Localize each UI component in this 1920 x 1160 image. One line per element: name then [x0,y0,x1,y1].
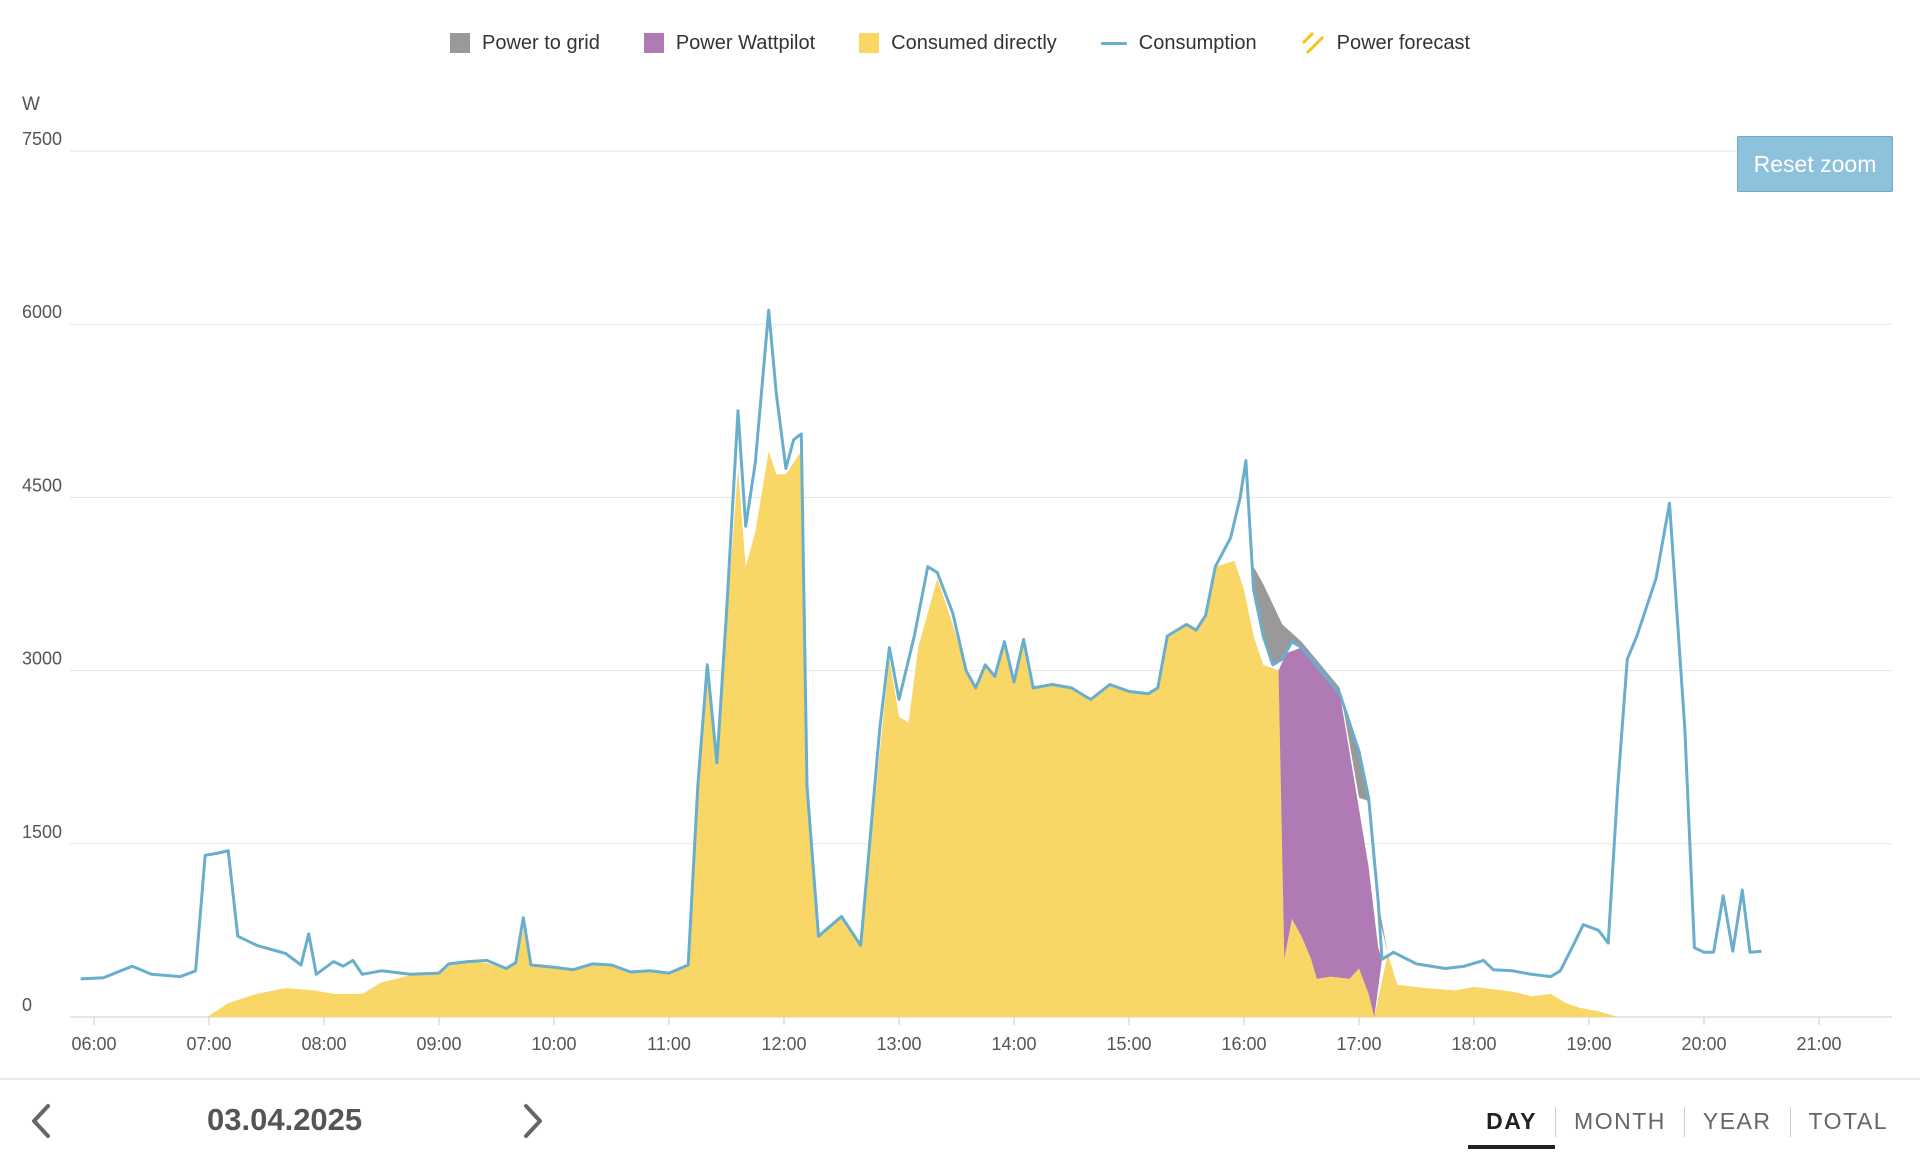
legend-label: Power Wattpilot [675,31,816,54]
area-consumed-directly [207,451,1618,1017]
tab-day[interactable]: DAY [1468,1102,1555,1149]
legend-item-consumed-directly[interactable]: Consumed directly [859,32,1057,55]
legend-item-power-forecast[interactable]: Power forecast [1301,31,1470,55]
tab-separator [1555,1106,1557,1137]
reset-zoom-button[interactable]: Reset zoom [1737,136,1893,192]
x-tick-label: 15:00 [1106,1034,1151,1054]
area-power-to-grid [1253,566,1388,954]
date-navigation-bar: 03.04.2025 DAY MONTH YEAR TOTAL [0,1080,1920,1160]
legend-item-power-wattpilot[interactable]: Power Wattpilot [643,31,816,55]
x-tick-label: 10:00 [531,1034,576,1054]
tab-separator [1683,1106,1685,1137]
current-date[interactable]: 03.04.2025 [207,1102,363,1137]
legend-item-power-to-grid[interactable]: Power to grid [449,31,600,55]
x-tick-label: 09:00 [416,1034,461,1054]
x-tick-label: 08:00 [301,1034,346,1054]
legend-swatch [643,33,664,53]
chart-legend: Power to grid Power Wattpilot Consumed dir… [0,26,1920,60]
y-tick-label: 4500 [22,475,62,495]
legend-label: Consumption [1138,31,1257,54]
x-tick-label: 18:00 [1451,1034,1496,1054]
legend-item-consumption[interactable]: Consumption [1100,31,1257,55]
tab-month[interactable]: MONTH [1574,1108,1666,1134]
chevron-right-icon[interactable] [518,1102,548,1140]
footer-divider [0,1078,1920,1080]
y-tick-label: 6000 [22,302,62,322]
chart-axes: 0 1500 3000 4500 6000 7500 06:00 07:00 08:00 09:0… [22,129,1842,1054]
x-tick-label: 07:00 [186,1034,231,1054]
tab-total[interactable]: TOTAL [1808,1108,1888,1134]
x-tick-label: 14:00 [991,1034,1036,1054]
chevron-left-icon[interactable] [26,1102,56,1140]
legend-label: Consumed directly [891,31,1057,54]
x-tick-label: 12:00 [761,1034,806,1054]
legend-swatch [1100,41,1127,45]
y-tick-label: 3000 [22,649,62,669]
area-power-wattpilot [1278,647,1382,1017]
chart-areas [207,451,1618,1017]
x-tick-label: 16:00 [1221,1034,1266,1054]
legend-swatch [859,33,880,53]
x-tick-label: 21:00 [1796,1034,1841,1054]
x-tick-label: 17:00 [1336,1034,1381,1054]
legend-swatch [449,33,470,53]
y-axis-label: W [22,94,40,115]
tab-year[interactable]: YEAR [1702,1108,1772,1134]
x-tick-label: 11:00 [647,1034,691,1054]
y-tick-label: 0 [22,995,32,1015]
chart-plot: 0 1500 3000 4500 6000 7500 06:00 07:00 08:00 09:0… [22,94,1892,1054]
legend-label: Power forecast [1336,31,1470,54]
legend-swatch [1301,31,1324,55]
period-tabs: DAY MONTH YEAR TOTAL [1468,1102,1906,1149]
tab-separator [1789,1106,1791,1137]
y-tick-label: 1500 [22,822,62,842]
legend-label: Power to grid [481,31,600,54]
chart-lines [80,308,1762,981]
x-tick-label: 19:00 [1566,1034,1611,1054]
x-tick-label: 06:00 [71,1034,116,1054]
x-tick-label: 20:00 [1681,1034,1726,1054]
line-consumption [80,308,1762,981]
y-tick-label: 7500 [22,129,62,149]
x-tick-label: 13:00 [876,1034,921,1054]
